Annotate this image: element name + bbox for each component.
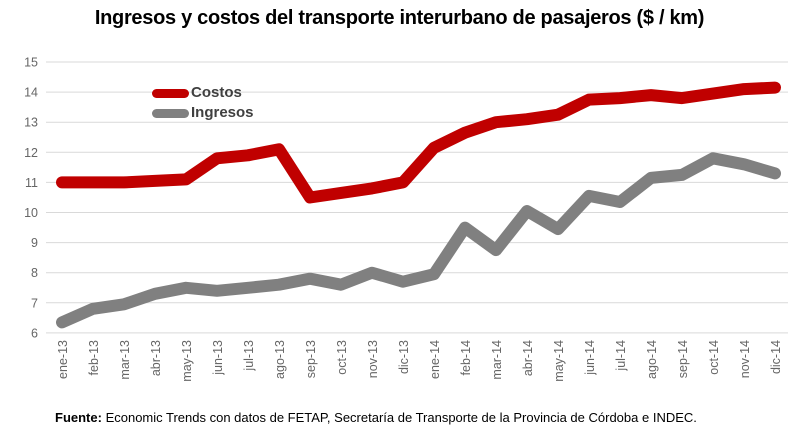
chart-title: Ingresos y costos del transporte interur…	[94, 7, 705, 29]
legend-swatch-costos-icon	[152, 88, 189, 98]
x-tick-label: sep-13	[304, 340, 318, 378]
y-tick-label: 9	[31, 236, 38, 250]
y-tick-label: 8	[31, 266, 38, 280]
chart-legend: Costos Ingresos	[152, 83, 254, 123]
x-tick-label: mar-14	[490, 340, 504, 380]
x-tick-label: feb-14	[459, 340, 473, 375]
legend-item-ingresos: Ingresos	[152, 103, 254, 123]
source-note: Fuente: Economic Trends con datos de FET…	[55, 410, 795, 425]
x-tick-label: nov-13	[366, 340, 380, 378]
legend-label-costos: Costos	[191, 84, 242, 101]
x-tick-label: oct-14	[707, 340, 721, 375]
x-tick-label: ene-13	[56, 340, 70, 379]
series-line-ingresos	[56, 152, 781, 329]
x-tick-label: dic-13	[397, 340, 411, 374]
x-tick-label: feb-13	[87, 340, 101, 375]
legend-item-costos: Costos	[152, 83, 254, 103]
y-tick-label: 12	[24, 146, 38, 160]
line-chart-plot-area: 15 14 13 12 11 10 9 8 7 6 ene-13 feb-13 mar-13 abr-13…	[24, 56, 788, 382]
x-tick-label: abr-13	[149, 340, 163, 376]
y-tick-label: 14	[24, 86, 38, 100]
x-tick-label: may-13	[180, 340, 194, 382]
x-tick-label: jul-14	[614, 340, 628, 372]
x-tick-label: jul-13	[242, 340, 256, 372]
x-tick-label: mar-13	[118, 340, 132, 380]
x-tick-label: dic-14	[769, 340, 783, 374]
y-tick-label: 15	[24, 56, 38, 70]
x-tick-label: oct-13	[335, 340, 349, 375]
x-tick-label: abr-14	[521, 340, 535, 376]
y-tick-label: 10	[24, 206, 38, 220]
series-line-costos	[56, 81, 781, 204]
x-tick-label: may-14	[552, 340, 566, 382]
y-tick-label: 11	[25, 176, 38, 190]
legend-label-ingresos: Ingresos	[191, 104, 254, 121]
x-tick-label: ago-13	[273, 340, 287, 379]
y-tick-label: 13	[24, 116, 38, 130]
x-tick-label: jun-14	[583, 340, 597, 376]
legend-swatch-ingresos-icon	[152, 108, 189, 118]
source-note-label: Fuente:	[55, 410, 102, 425]
source-note-text: Economic Trends con datos de FETAP, Secr…	[101, 410, 697, 425]
x-tick-label: nov-14	[738, 340, 752, 378]
y-tick-label: 6	[31, 326, 38, 340]
x-axis-labels: ene-13 feb-13 mar-13 abr-13 may-13 jun-13 jul-…	[56, 340, 783, 382]
x-tick-label: ago-14	[645, 340, 659, 379]
x-tick-label: sep-14	[676, 340, 690, 378]
y-tick-label: 7	[31, 296, 38, 310]
x-tick-label: jun-13	[211, 340, 225, 376]
x-tick-label: ene-14	[428, 340, 442, 379]
